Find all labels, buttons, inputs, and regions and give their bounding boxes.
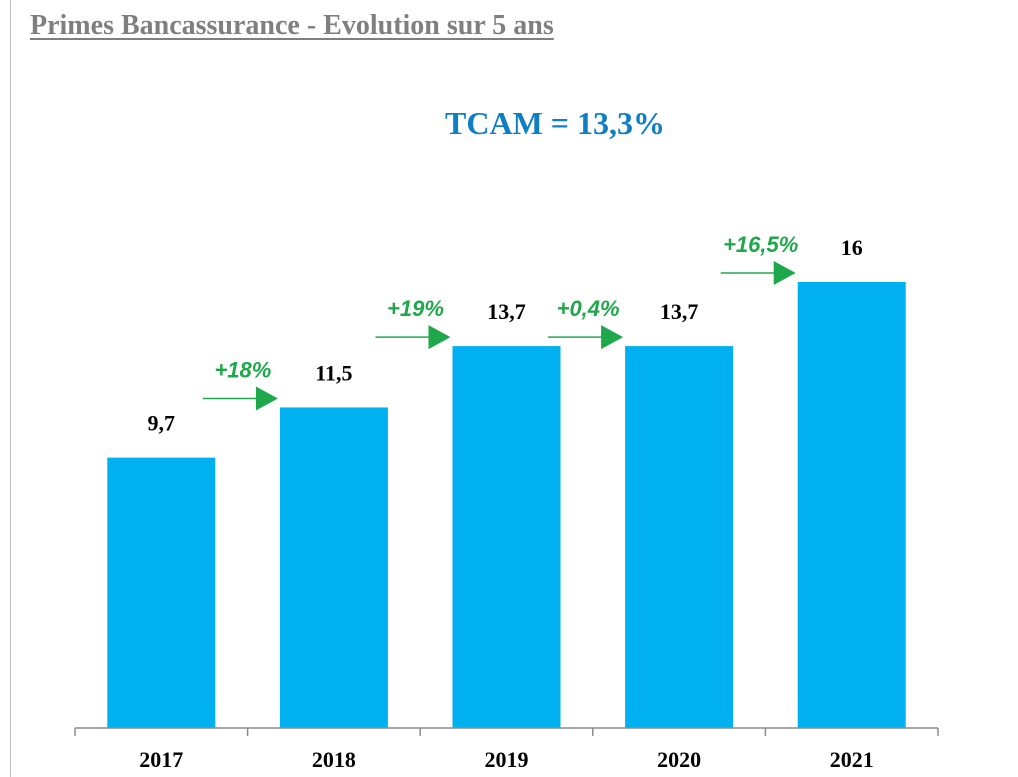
- chart-subtitle: TCAM = 13,3%: [445, 105, 665, 141]
- growth-label-1: +18%: [214, 357, 271, 382]
- bar-2017: [107, 457, 216, 728]
- x-tick-label-2019: 2019: [485, 747, 529, 772]
- value-label-2020: 13,7: [660, 299, 699, 324]
- growth-label-4: +16,5%: [723, 232, 798, 257]
- growth-label-2: +19%: [387, 296, 444, 321]
- growth-arrow-head-2: [428, 325, 451, 350]
- bar-2021: [797, 282, 906, 728]
- value-label-2018: 11,5: [315, 360, 352, 385]
- value-label-2017: 9,7: [148, 411, 176, 436]
- growth-label-3: +0,4%: [557, 296, 620, 321]
- x-axis: 2017 2018 2019 2020 2021: [74, 727, 939, 772]
- page-left-border: [10, 0, 11, 777]
- growth-arrow-head-4: [773, 261, 796, 285]
- value-label-2019: 13,7: [487, 299, 526, 324]
- growth-arrow-head-1: [255, 386, 278, 411]
- bar-2020: [625, 346, 734, 728]
- page-title: Primes Bancassurance - Evolution sur 5 a…: [30, 10, 554, 41]
- value-label-2021: 16: [841, 235, 863, 260]
- growth-arrow-head-3: [601, 325, 624, 350]
- x-tick-label-2017: 2017: [139, 747, 183, 772]
- bar-2018: [279, 407, 388, 728]
- growth-arrows-layer: +18% +19% +0,4% +16,5%: [202, 232, 798, 411]
- x-tick-label-2021: 2021: [830, 747, 874, 772]
- x-tick-label-2020: 2020: [657, 747, 701, 772]
- bars-layer: 9,7 11,5 13,7 13,7 16: [107, 235, 906, 728]
- x-tick-label-2018: 2018: [312, 747, 356, 772]
- bar-2019: [452, 346, 561, 728]
